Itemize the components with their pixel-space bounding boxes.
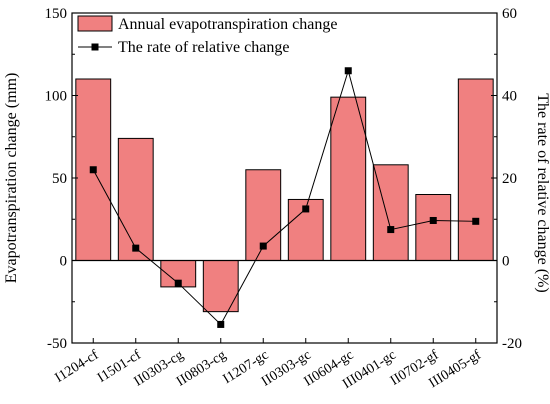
point-III0401-gc xyxy=(387,226,395,234)
legend-bar-swatch xyxy=(77,15,113,32)
y-tick-label: 100 xyxy=(45,89,68,105)
y2-axis-title: The rate of relative change (%) xyxy=(534,93,550,292)
relative-change-series xyxy=(89,67,480,328)
point-II0303-gc xyxy=(302,205,310,213)
y2-tick-label: 20 xyxy=(502,171,517,187)
point-II0303-cg xyxy=(174,279,182,287)
bar-I1207-gc xyxy=(245,169,282,261)
bar-II0604-gc xyxy=(330,96,367,262)
point-I1204-cf xyxy=(89,166,97,174)
point-II0702-gf xyxy=(429,216,437,224)
y2-tick-label: -20 xyxy=(502,336,522,352)
bar-II0803-cg xyxy=(202,260,239,313)
y2-tick-label: 40 xyxy=(502,89,517,105)
point-III0405-gf xyxy=(472,217,480,225)
left-axis: -50 0 50 100 150 xyxy=(45,6,78,352)
y2-tick-label: 0 xyxy=(502,254,510,270)
point-II0803-cg xyxy=(217,320,225,328)
right-axis: -20 0 20 40 60 xyxy=(491,6,522,352)
point-II0604-gc xyxy=(344,67,352,75)
legend-line-marker xyxy=(91,43,99,51)
bar-III0401-gc xyxy=(372,164,409,261)
legend-bar-label: Annual evapotranspiration change xyxy=(118,16,337,33)
y2-tick-label: 60 xyxy=(502,6,517,22)
bar-group xyxy=(75,78,494,313)
point-I1501-cf xyxy=(132,244,140,252)
bar-III0405-gf xyxy=(457,78,494,261)
point-I1207-gc xyxy=(259,242,267,250)
bar-II0702-gf xyxy=(415,194,452,261)
x-axis: I1204-cfI1501-cfII0303-cgII0803-cgI1207-… xyxy=(53,338,484,392)
y-tick-label: 0 xyxy=(60,254,68,270)
legend: Annual evapotranspiration change The rat… xyxy=(77,15,337,56)
relative-change-line xyxy=(92,68,476,326)
legend-line-label: The rate of relative change xyxy=(118,39,289,56)
x-tick-label: I1204-cf xyxy=(53,347,102,385)
bar-II0303-gc xyxy=(287,198,324,261)
y-tick-label: 50 xyxy=(52,171,67,187)
y-tick-label: 150 xyxy=(45,6,68,22)
bar-I1501-cf xyxy=(117,137,154,261)
y-tick-label: -50 xyxy=(47,336,67,352)
y-axis-title: Evapotranspiration change (mm) xyxy=(3,73,20,284)
